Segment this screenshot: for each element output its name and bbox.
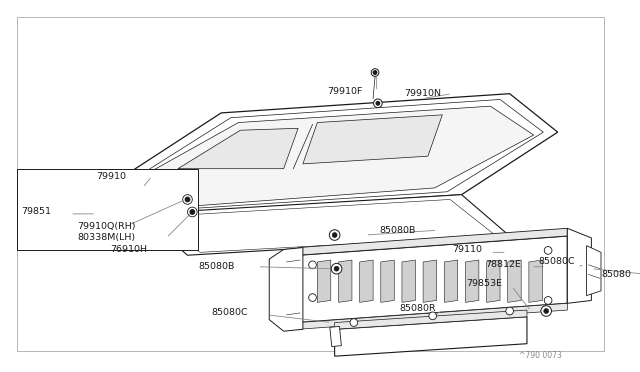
Polygon shape [360, 260, 373, 302]
Circle shape [188, 207, 197, 217]
Circle shape [429, 312, 436, 320]
Polygon shape [486, 260, 500, 302]
Circle shape [544, 296, 552, 304]
Polygon shape [125, 94, 557, 214]
Text: 80338M(LH): 80338M(LH) [77, 233, 135, 243]
Circle shape [182, 195, 192, 204]
Circle shape [373, 71, 377, 74]
Polygon shape [140, 195, 509, 255]
Polygon shape [508, 260, 521, 302]
Text: 78812E: 78812E [486, 260, 522, 269]
Polygon shape [335, 317, 527, 356]
Polygon shape [149, 106, 534, 206]
Text: 79851: 79851 [21, 208, 51, 217]
Polygon shape [298, 236, 567, 323]
Polygon shape [303, 115, 442, 164]
Text: 85080R: 85080R [399, 304, 436, 312]
Polygon shape [444, 260, 458, 302]
Circle shape [334, 266, 339, 271]
Bar [17, 169, 198, 250]
Circle shape [350, 319, 358, 326]
Circle shape [376, 102, 380, 105]
Polygon shape [423, 260, 436, 302]
Circle shape [541, 306, 552, 316]
Circle shape [506, 307, 513, 315]
Circle shape [308, 294, 316, 301]
Polygon shape [587, 246, 601, 296]
Text: 85080C: 85080C [538, 257, 575, 266]
Circle shape [544, 247, 552, 254]
Circle shape [332, 263, 342, 274]
Circle shape [185, 197, 190, 202]
Text: 85080C: 85080C [212, 308, 248, 317]
Polygon shape [298, 303, 567, 329]
Circle shape [308, 261, 316, 269]
Polygon shape [567, 228, 591, 303]
Circle shape [374, 99, 382, 108]
Text: 79853E: 79853E [467, 279, 502, 288]
Polygon shape [330, 326, 341, 347]
Text: 85080B: 85080B [380, 226, 416, 235]
Text: 85080: 85080 [601, 270, 631, 279]
Circle shape [544, 309, 548, 314]
Text: 79910Q(RH): 79910Q(RH) [77, 222, 136, 231]
Text: 79910F: 79910F [327, 87, 362, 96]
Text: 79910N: 79910N [404, 89, 441, 98]
Polygon shape [269, 247, 303, 331]
Circle shape [371, 69, 379, 76]
Polygon shape [298, 228, 567, 255]
Polygon shape [402, 260, 415, 302]
Circle shape [332, 232, 337, 237]
Polygon shape [154, 199, 496, 252]
Polygon shape [529, 260, 542, 302]
Circle shape [330, 230, 340, 240]
Polygon shape [381, 260, 394, 302]
Circle shape [190, 209, 195, 214]
Polygon shape [178, 128, 298, 169]
Polygon shape [317, 260, 331, 302]
Polygon shape [339, 260, 352, 302]
Text: 79110: 79110 [452, 245, 482, 254]
Text: 76910H: 76910H [111, 245, 148, 254]
Polygon shape [465, 260, 479, 302]
Text: ^790 0073: ^790 0073 [519, 351, 562, 360]
Text: 79910: 79910 [96, 172, 126, 181]
Polygon shape [335, 310, 527, 329]
Polygon shape [140, 99, 543, 209]
Text: 85080B: 85080B [198, 262, 234, 271]
